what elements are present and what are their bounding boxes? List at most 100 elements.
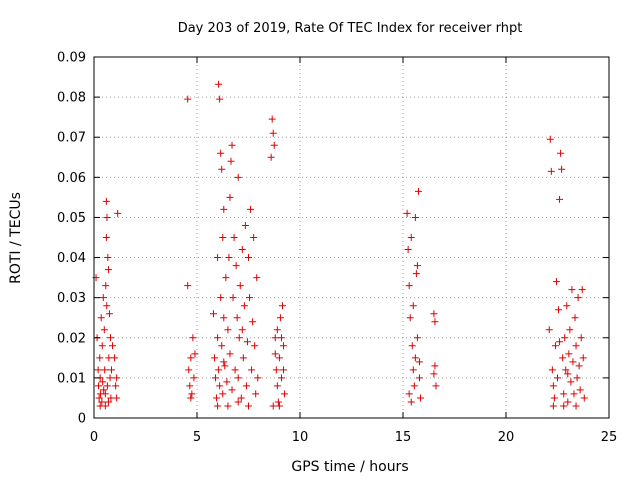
data-point <box>222 274 230 282</box>
data-point <box>573 374 581 382</box>
data-point <box>560 390 568 398</box>
data-point <box>408 342 416 350</box>
data-point <box>278 302 286 310</box>
data-point <box>271 350 279 358</box>
data-point <box>217 294 225 302</box>
data-point <box>409 366 417 374</box>
data-point <box>102 234 110 241</box>
y-tick-label: 0.03 <box>57 291 86 306</box>
data-point <box>548 366 556 374</box>
data-point <box>238 246 246 254</box>
data-point <box>275 354 283 362</box>
data-point <box>566 326 574 334</box>
data-point <box>545 326 553 334</box>
data-point <box>98 342 106 350</box>
x-tick-label: 0 <box>90 430 98 445</box>
data-point <box>225 254 233 262</box>
data-point <box>95 394 103 402</box>
data-point <box>216 95 224 103</box>
data-point <box>274 398 282 406</box>
data-point <box>213 394 221 402</box>
y-tick-label: 0.09 <box>57 51 86 66</box>
data-point <box>218 165 226 173</box>
data-point <box>569 358 577 366</box>
grid-lines <box>94 57 609 418</box>
data-point <box>212 374 220 382</box>
data-point <box>412 270 420 278</box>
data-point <box>405 282 413 290</box>
data-point <box>190 374 198 382</box>
data-point <box>272 366 280 374</box>
data-point <box>233 314 241 322</box>
data-point <box>184 282 192 290</box>
data-point <box>106 334 114 342</box>
data-point <box>277 334 285 342</box>
data-point <box>268 115 276 123</box>
data-point <box>106 374 114 382</box>
data-point <box>269 129 277 137</box>
data-point <box>407 234 415 241</box>
data-point <box>404 246 412 254</box>
data-point <box>248 366 256 374</box>
data-point <box>568 286 576 294</box>
data-point <box>184 95 192 103</box>
data-point <box>430 310 438 318</box>
data-point <box>417 394 425 402</box>
data-point <box>240 302 248 310</box>
data-point <box>114 209 122 217</box>
data-point <box>104 398 112 406</box>
data-point <box>563 302 571 310</box>
data-point <box>249 318 257 326</box>
data-point <box>224 326 232 334</box>
data-point <box>103 213 111 221</box>
data-point <box>191 350 199 358</box>
data-point <box>188 390 196 398</box>
x-tick-label: 25 <box>601 430 618 445</box>
data-points <box>92 80 588 410</box>
data-point <box>219 390 227 398</box>
data-point <box>269 402 277 410</box>
data-point <box>241 221 249 229</box>
x-tick-label: 10 <box>292 430 309 445</box>
data-point <box>111 354 119 362</box>
data-point <box>185 366 193 374</box>
data-point <box>237 394 245 402</box>
data-point <box>236 282 244 290</box>
data-point <box>574 294 582 302</box>
x-axis-label: GPS time / hours <box>291 459 408 475</box>
data-point <box>223 378 231 386</box>
data-point <box>552 278 560 286</box>
data-point <box>230 234 238 241</box>
data-point <box>226 350 234 358</box>
data-point <box>229 294 237 302</box>
data-point <box>101 366 109 374</box>
data-point <box>108 366 116 374</box>
data-point <box>405 390 413 398</box>
data-point <box>572 402 580 410</box>
data-point <box>239 354 247 362</box>
data-point <box>231 366 239 374</box>
data-point <box>209 310 217 318</box>
data-point <box>577 334 585 342</box>
y-tick-label: 0 <box>78 412 86 427</box>
data-point <box>102 197 110 205</box>
data-point <box>214 402 222 410</box>
data-point <box>215 366 223 374</box>
data-point <box>102 282 110 290</box>
data-point <box>575 362 583 370</box>
data-point <box>186 382 194 390</box>
data-point <box>112 382 120 390</box>
data-point <box>96 354 104 362</box>
data-point <box>101 390 109 398</box>
data-point <box>407 398 415 406</box>
y-tick-label: 0.07 <box>57 131 86 146</box>
data-point <box>247 205 255 213</box>
data-point <box>95 382 103 390</box>
data-point <box>432 382 440 390</box>
data-point <box>413 262 421 270</box>
y-tick-label: 0.04 <box>57 251 86 266</box>
y-tick-label: 0.05 <box>57 211 86 226</box>
data-point <box>187 394 195 402</box>
data-point <box>235 334 243 342</box>
data-point <box>550 394 558 402</box>
